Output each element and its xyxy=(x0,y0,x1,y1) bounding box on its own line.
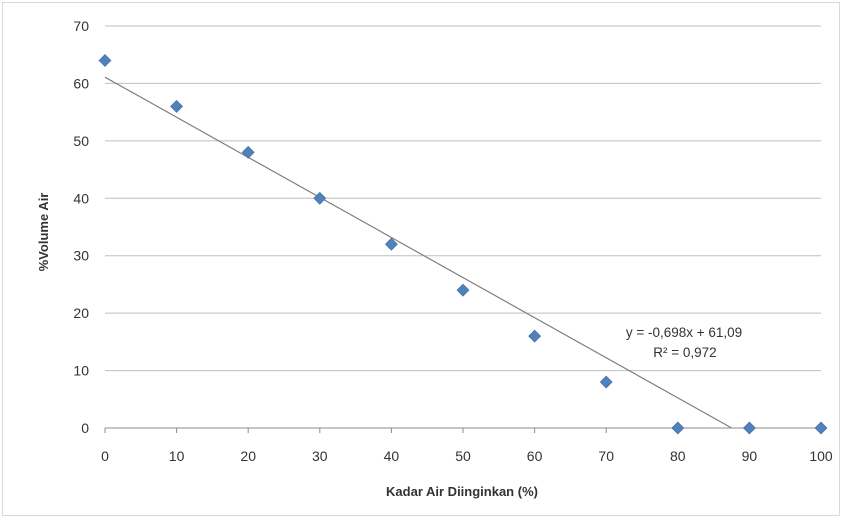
trendline-r-squared: R² = 0,972 xyxy=(653,345,716,360)
data-point-100 xyxy=(815,422,827,434)
x-tick-label-20: 20 xyxy=(240,448,256,464)
data-point-70 xyxy=(600,376,612,388)
axes xyxy=(105,428,821,433)
data-points xyxy=(99,54,827,434)
x-tick-label-60: 60 xyxy=(527,448,543,464)
x-tick-label-10: 10 xyxy=(169,448,185,464)
trendline xyxy=(105,77,732,428)
data-point-50 xyxy=(457,284,469,296)
x-tick-label-30: 30 xyxy=(312,448,328,464)
data-point-10 xyxy=(171,100,183,112)
x-tick-label-0: 0 xyxy=(101,448,109,464)
data-point-80 xyxy=(672,422,684,434)
data-point-30 xyxy=(314,192,326,204)
data-point-0 xyxy=(99,54,111,66)
x-tick-label-90: 90 xyxy=(742,448,758,464)
trendline-equation: y = -0,698x + 61,09 xyxy=(626,325,742,340)
y-tick-label-0: 0 xyxy=(81,420,89,436)
y-tick-label-60: 60 xyxy=(73,75,89,91)
x-tick-label-100: 100 xyxy=(809,448,833,464)
data-point-90 xyxy=(743,422,755,434)
x-tick-label-80: 80 xyxy=(670,448,686,464)
y-tick-labels: 0 10 20 30 40 50 60 70 xyxy=(73,18,89,436)
y-tick-label-20: 20 xyxy=(73,305,89,321)
y-tick-label-40: 40 xyxy=(73,190,89,206)
gridlines xyxy=(105,26,821,371)
x-tick-label-40: 40 xyxy=(384,448,400,464)
y-tick-label-10: 10 xyxy=(73,363,89,379)
x-tick-labels: 0 10 20 30 40 50 60 70 80 90 100 xyxy=(101,448,833,464)
x-tick-label-50: 50 xyxy=(455,448,471,464)
y-tick-label-30: 30 xyxy=(73,248,89,264)
y-tick-label-50: 50 xyxy=(73,133,89,149)
linear-trendline xyxy=(105,77,732,428)
x-axis-title: Kadar Air Diinginkan (%) xyxy=(386,484,538,499)
data-point-60 xyxy=(529,330,541,342)
y-tick-label-70: 70 xyxy=(73,18,89,34)
y-axis-title: %Volume Air xyxy=(36,193,51,272)
data-point-20 xyxy=(242,146,254,158)
x-tick-label-70: 70 xyxy=(598,448,614,464)
